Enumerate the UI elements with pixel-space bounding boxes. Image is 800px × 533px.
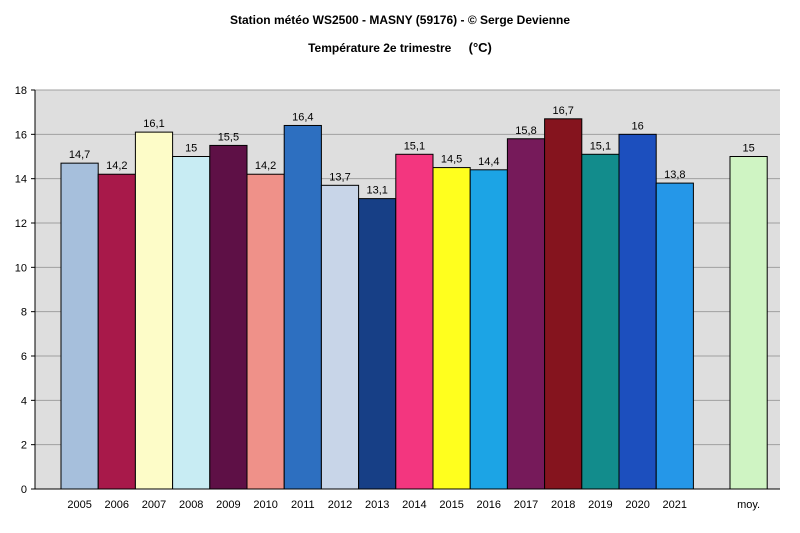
bar [469, 169, 508, 490]
bar-value-label: 16,4 [292, 111, 313, 123]
bar [729, 156, 768, 490]
x-tick-label: 2008 [179, 499, 203, 511]
bar-value-label: 15 [742, 143, 754, 155]
x-tick-label: 2010 [253, 499, 277, 511]
bar-value-label: 16,7 [552, 105, 573, 117]
bar-value-label: 14,2 [106, 160, 127, 172]
y-tick-label: 6 [21, 351, 27, 363]
value-labels: 14,7 14,2 16,1 15 15,5 14,2 16,4 13,7 13,1 15,1 14… [69, 105, 755, 197]
bar [581, 153, 620, 490]
y-tick-label: 16 [15, 129, 27, 141]
y-tick-label: 18 [15, 85, 27, 97]
bar [320, 184, 360, 490]
x-axis-labels: 2005 2006 2007 2008 2009 2010 2011 2012 2013 2014… [67, 499, 760, 511]
x-tick-label: 2020 [625, 499, 649, 511]
x-tick-label: moy. [737, 499, 760, 511]
bar-value-label: 14,4 [478, 156, 499, 168]
bar-value-label: 15,1 [404, 140, 425, 152]
bar [134, 131, 174, 490]
bar [209, 144, 248, 490]
y-axis: 0 2 4 6 8 10 12 14 16 18 [15, 85, 35, 496]
bar [618, 133, 657, 490]
x-tick-label: 2017 [514, 499, 538, 511]
x-tick-label: 2015 [439, 499, 463, 511]
bar [283, 124, 322, 490]
bar [432, 167, 471, 490]
bar [97, 173, 136, 490]
x-tick-label: 2013 [365, 499, 389, 511]
x-tick-label: 2011 [291, 499, 315, 511]
y-tick-label: 10 [15, 262, 27, 274]
y-tick-label: 0 [21, 484, 27, 496]
x-tick-label: 2018 [551, 499, 575, 511]
y-tick-label: 12 [15, 218, 27, 230]
bar-value-label: 15,1 [590, 140, 611, 152]
x-tick-label: 2012 [328, 499, 352, 511]
bar-value-label: 14,5 [441, 154, 462, 166]
bar [655, 182, 694, 490]
bar-value-label: 15,8 [515, 125, 536, 137]
x-tick-label: 2005 [67, 499, 91, 511]
x-tick-label: 2006 [105, 499, 129, 511]
x-tick-label: 2019 [588, 499, 612, 511]
y-tick-label: 2 [21, 440, 27, 452]
chart-unit: (°C) [468, 40, 492, 55]
chart-title: Station météo WS2500 - MASNY (59176) - ©… [229, 13, 571, 27]
bar-value-label: 16 [631, 120, 643, 132]
y-tick-label: 8 [21, 307, 27, 319]
bar-value-label: 15 [185, 143, 197, 155]
bar-value-label: 13,1 [366, 185, 387, 197]
bar-value-label: 15,5 [218, 131, 239, 143]
bar-value-label: 14,2 [255, 160, 276, 172]
chart-subtitle-row: Température 2e trimestre (°C) [0, 40, 800, 55]
bar [358, 198, 397, 490]
bar [246, 173, 285, 490]
x-tick-label: 2007 [142, 499, 166, 511]
x-tick-label: 2016 [477, 499, 501, 511]
bar [544, 118, 583, 490]
chart-subtitle: Température 2e trimestre [308, 41, 452, 55]
bar [506, 138, 546, 490]
bar-value-label: 13,8 [664, 169, 685, 181]
bar-value-label: 14,7 [69, 149, 90, 161]
bar-value-label: 16,1 [143, 118, 164, 130]
y-tick-label: 4 [21, 395, 27, 407]
x-tick-label: 2009 [216, 499, 240, 511]
bars [60, 118, 768, 490]
bar-value-label: 13,7 [329, 171, 350, 183]
x-tick-label: 2021 [663, 499, 687, 511]
bar [395, 153, 434, 490]
y-tick-label: 14 [15, 174, 27, 186]
bar [172, 156, 211, 490]
bar [60, 162, 99, 490]
x-tick-label: 2014 [402, 499, 426, 511]
